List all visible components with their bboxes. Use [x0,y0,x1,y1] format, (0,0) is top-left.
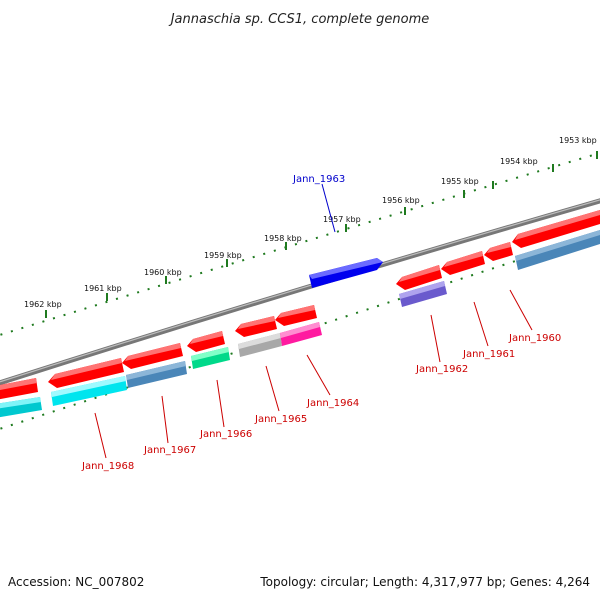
kbp-label: 1953 kbp [559,136,597,145]
gene-highlight [0,397,41,409]
gene-red-arrow[interactable] [235,316,277,337]
leader-lines [94,183,533,459]
kbp-label: 1954 kbp [500,157,538,166]
gene-magenta-arrow[interactable] [280,322,322,346]
gene-highlight [51,376,126,397]
gene-label-jann-1966[interactable]: Jann_1966 [199,429,252,440]
backbone-highlight [0,199,600,383]
gene-cyan-arrow[interactable] [0,397,42,418]
kbp-labels: 1953 kbp 1954 kbp 1955 kbp 1956 kbp 1957… [24,136,597,309]
gene-steel-arrow[interactable] [126,361,187,388]
genome-backbone [0,198,600,386]
gene-highlight [487,242,511,253]
leader-jann-1962 [430,314,441,363]
gene-highlight [278,305,315,318]
gene-red-arrow[interactable] [275,305,317,326]
gene-red-arrow[interactable] [396,265,442,290]
outer-ruler-dots [0,151,600,336]
accession-text: Accession: NC_007802 [8,575,144,589]
gene-label-jann-1962[interactable]: Jann_1962 [415,364,468,375]
gene-label-jann-1965[interactable]: Jann_1965 [254,414,307,425]
gene-gray-arrow[interactable] [238,333,282,357]
leader-jann-1961 [473,301,489,347]
gene-highlight [444,251,483,267]
gene-highlight [515,230,600,261]
gene-label-jann-1963[interactable]: Jann_1963 [292,174,345,185]
gene-jann-1963[interactable] [309,258,383,288]
gene-highlight [515,210,600,240]
gene-red-arrow[interactable] [484,242,513,261]
gene-red-arrow[interactable] [512,210,600,248]
gene-label-jann-1967[interactable]: Jann_1967 [143,445,196,456]
leader-jann-1968 [94,412,107,459]
gene-arrow-highlight [309,258,383,279]
outer-ruler [0,151,600,336]
gene-highlight [399,281,445,299]
gene-highlight [0,378,37,391]
kbp-label: 1961 kbp [84,284,122,293]
leader-jann-1967 [161,395,169,444]
gene-red-arrow[interactable] [0,378,38,400]
gene-highlight [238,333,281,349]
gene-highlight [238,316,275,329]
kbp-label: 1960 kbp [144,268,182,277]
topology-text: Topology: circular; Length: 4,317,977 bp… [259,575,590,589]
gene-cyan-arrow[interactable] [51,376,127,406]
gene-highlight [125,343,181,361]
kbp-label: 1958 kbp [264,234,302,243]
kbp-label: 1962 kbp [24,300,62,309]
gene-red-arrow[interactable] [441,251,485,275]
gene-highlight [280,322,320,338]
gene-green-arrow[interactable] [191,347,230,369]
gene-labels: Jann_1963 Jann_1960 Jann_1961 Jann_1962 … [81,174,561,472]
leader-jann-1966 [216,379,225,428]
kbp-label: 1956 kbp [382,196,420,205]
kbp-label: 1955 kbp [441,177,479,186]
gene-label-jann-1960[interactable]: Jann_1960 [508,333,561,344]
outer-ruler-major-ticks [45,151,598,318]
reverse-strand-colored-genes [0,230,600,418]
gene-highlight [399,265,440,282]
gene-label-jann-1964[interactable]: Jann_1964 [306,398,359,409]
gene-highlight [126,361,186,380]
leader-jann-1960 [509,289,533,331]
gene-red-arrow[interactable] [122,343,183,369]
gene-purple-arrow[interactable] [399,281,447,307]
gene-red-arrow[interactable] [187,331,225,352]
map-title: Jannaschia sp. CCS1, complete genome [168,12,430,27]
gene-highlight [190,331,223,344]
gene-highlight [51,358,122,380]
gene-red-arrow[interactable] [48,358,124,388]
leader-jann-1963 [321,183,336,233]
kbp-label: 1959 kbp [204,251,242,260]
backbone-line [0,198,600,386]
gene-highlight [191,347,229,361]
leader-jann-1964 [306,354,331,396]
gene-label-jann-1968[interactable]: Jann_1968 [81,461,134,472]
gene-steel-arrow[interactable] [515,230,600,270]
reverse-strand-red-genes [0,210,600,400]
gene-label-jann-1961[interactable]: Jann_1961 [462,349,515,360]
kbp-label: 1957 kbp [323,215,361,224]
leader-jann-1965 [265,365,280,412]
